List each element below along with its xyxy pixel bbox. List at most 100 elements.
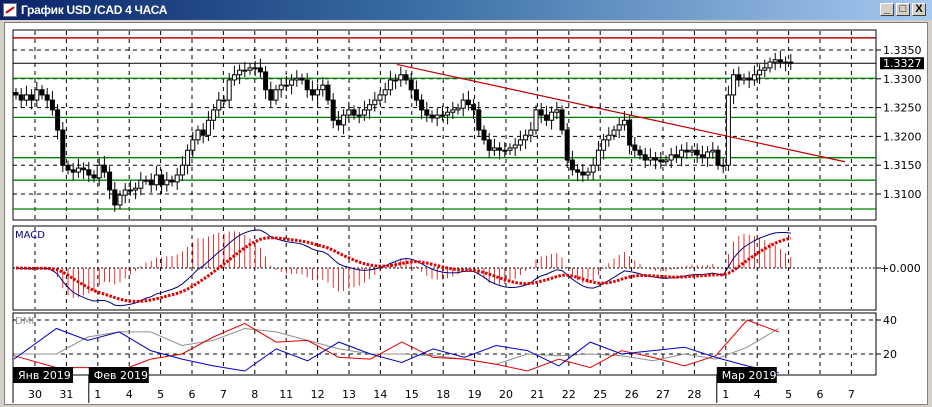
dmi-label: DMI xyxy=(15,316,34,327)
candle-body xyxy=(611,129,617,136)
candle xyxy=(341,109,347,135)
candle-body xyxy=(694,149,700,156)
dmi-minus-line xyxy=(13,319,779,372)
price-axis-label: 1.3100 xyxy=(883,188,922,201)
candle xyxy=(751,65,757,86)
macd-panel xyxy=(12,225,877,311)
candle xyxy=(23,85,29,106)
candle xyxy=(216,92,222,117)
candle xyxy=(549,106,555,130)
date-label: 25 xyxy=(593,388,607,401)
candle xyxy=(65,160,71,175)
candle xyxy=(777,50,783,68)
candle-body xyxy=(127,189,133,192)
candle xyxy=(502,142,508,158)
candle-body xyxy=(190,139,196,151)
candle xyxy=(725,85,731,171)
candle xyxy=(465,90,471,111)
candle xyxy=(559,105,565,135)
candle xyxy=(575,164,581,182)
candle xyxy=(627,114,633,155)
candle-body xyxy=(174,174,180,183)
candle xyxy=(75,158,81,178)
price-axis-label: 1.3300 xyxy=(883,73,922,86)
candle-body xyxy=(346,109,352,116)
candle xyxy=(647,148,653,166)
macd-label: MACD xyxy=(15,230,45,241)
candle-body xyxy=(777,59,783,63)
candle-body xyxy=(538,109,544,116)
month-label: Мар 2019 xyxy=(722,369,777,382)
candle-body xyxy=(528,129,534,136)
candle xyxy=(382,82,388,103)
minimize-button[interactable]: _ xyxy=(880,3,894,16)
current-price-badge xyxy=(880,57,924,70)
candle xyxy=(231,65,237,86)
candle-body xyxy=(684,149,690,153)
candle xyxy=(148,173,154,193)
candle xyxy=(694,143,700,163)
candle-body xyxy=(590,164,596,173)
date-label: 30 xyxy=(28,388,42,401)
candle-body xyxy=(231,74,237,81)
candle-body xyxy=(387,79,393,91)
candle-body xyxy=(424,109,430,116)
candle-body xyxy=(627,119,633,146)
dmi-axis-label: 40 xyxy=(883,314,897,327)
candle xyxy=(476,101,482,137)
candle xyxy=(309,80,315,101)
month-badge xyxy=(88,367,149,383)
candle-body xyxy=(304,79,310,91)
candle xyxy=(533,105,539,135)
candle-body xyxy=(18,94,24,101)
candle-body xyxy=(523,134,529,141)
candle-body xyxy=(767,61,773,69)
candle xyxy=(81,162,87,180)
candle-body xyxy=(86,169,92,176)
candle xyxy=(179,155,185,181)
maximize-button[interactable]: □ xyxy=(896,3,910,16)
candle xyxy=(387,70,393,96)
close-button[interactable]: X xyxy=(912,3,926,16)
candle-body xyxy=(413,89,419,101)
date-label: 13 xyxy=(342,388,356,401)
candle-body xyxy=(772,59,778,63)
candle xyxy=(663,155,669,167)
candle-body xyxy=(549,111,555,121)
candle-body xyxy=(679,149,685,158)
candle-body xyxy=(81,167,87,171)
candle-body xyxy=(720,164,726,167)
candle-body xyxy=(179,164,185,176)
candle-body xyxy=(372,99,378,106)
price-axis-label: 1.3200 xyxy=(883,130,922,143)
month-badge xyxy=(716,367,777,383)
candle-body xyxy=(517,139,523,146)
candle-body xyxy=(439,114,445,117)
candle-body xyxy=(226,79,232,101)
candle xyxy=(226,73,232,109)
date-label: 7 xyxy=(848,388,855,401)
candle-body xyxy=(278,84,284,91)
candle-body xyxy=(637,149,643,156)
candle xyxy=(788,54,794,71)
candle-body xyxy=(221,99,227,102)
candle xyxy=(429,110,435,123)
candle xyxy=(450,101,456,120)
candle-body xyxy=(242,69,248,72)
candle xyxy=(481,125,487,145)
candle xyxy=(705,146,711,167)
candle xyxy=(601,134,607,160)
candle-body xyxy=(580,171,586,176)
date-label: 6 xyxy=(189,388,196,401)
candle xyxy=(153,165,159,191)
macd-zero-label: +0.000 xyxy=(880,262,921,275)
candle-body xyxy=(699,154,705,159)
candle xyxy=(200,123,206,144)
candle-body xyxy=(122,189,128,196)
title-bar[interactable]: График USD /CAD 4 ЧАСА _ □ X xyxy=(0,0,932,20)
candle-body xyxy=(351,109,357,116)
date-label: 26 xyxy=(625,388,639,401)
candle-body xyxy=(497,147,503,151)
candle xyxy=(554,101,560,120)
